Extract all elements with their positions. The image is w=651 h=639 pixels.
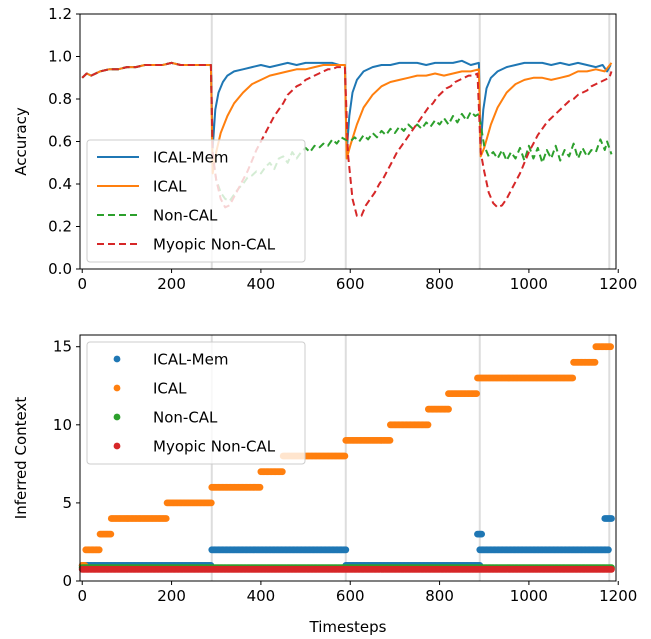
legend-box <box>86 139 306 263</box>
series-points-myopic-non-cal <box>78 565 615 573</box>
data-point <box>386 437 394 444</box>
accuracy-legend: ICAL-Mem ICAL Non-CAL Myopic Non-CAL <box>86 139 306 263</box>
data-point <box>608 515 615 522</box>
data-point <box>95 546 103 554</box>
data-point <box>207 499 215 507</box>
data-point <box>478 530 485 538</box>
y-tick-label: 0.4 <box>48 175 72 193</box>
x-tick-label: 1200 <box>599 275 637 293</box>
legend-swatch-non-cal <box>113 413 121 421</box>
context-series-layer <box>78 343 615 573</box>
x-tick-label: 200 <box>157 275 186 293</box>
legend-swatch-ical-mem <box>113 355 121 363</box>
y-tick-label: 10 <box>53 416 72 434</box>
context-panel: 0 200 400 600 800 1000 1200 0 5 10 15 Inferred Co… <box>12 334 637 636</box>
legend-label-ical-mem: ICAL-Mem <box>153 149 228 167</box>
series-points-ical-mem <box>78 515 615 569</box>
x-tick-label: 1000 <box>510 587 548 605</box>
accuracy-panel: 0 200 400 600 800 1000 1200 0.0 0.2 0.4 0.6 0.8 1.0… <box>12 5 637 293</box>
x-tick-label: 1200 <box>599 587 637 605</box>
accuracy-y-axis-label: Accuracy <box>12 107 30 176</box>
data-point <box>107 530 115 538</box>
x-tick-label: 800 <box>425 587 454 605</box>
y-tick-label: 1.0 <box>48 48 72 66</box>
y-tick-label: 0.0 <box>48 260 72 278</box>
context-y-axis-label: Inferred Context <box>12 397 30 520</box>
x-tick-label: 400 <box>247 275 276 293</box>
x-tick-label: 400 <box>247 587 276 605</box>
data-point <box>278 468 286 476</box>
data-point <box>341 452 349 460</box>
legend-label-non-cal: Non-CAL <box>153 207 218 225</box>
context-axes-frame <box>79 334 617 582</box>
y-tick-label: 0 <box>62 572 72 590</box>
y-tick-label: 5 <box>62 494 72 512</box>
data-point <box>591 358 599 366</box>
x-tick-label: 0 <box>77 275 87 293</box>
legend-swatch-myopic-non-cal <box>113 442 121 450</box>
data-point <box>607 343 614 351</box>
accuracy-x-ticks: 0 200 400 600 800 1000 1200 <box>77 269 637 293</box>
x-tick-label: 800 <box>425 275 454 293</box>
legend-label-ical: ICAL <box>153 178 187 196</box>
legend-label-myopic-non-cal: Myopic Non-CAL <box>153 438 276 456</box>
data-point <box>424 421 432 429</box>
series-line-ical <box>81 61 613 175</box>
context-legend: ICAL-Mem ICAL Non-CAL Myopic Non-CAL <box>86 341 306 465</box>
legend-label-ical: ICAL <box>153 380 187 398</box>
data-point <box>445 405 452 413</box>
series-points-ical <box>78 343 614 569</box>
x-tick-label: 0 <box>77 587 87 605</box>
y-tick-label: 0.2 <box>48 218 72 236</box>
data-point <box>256 483 264 491</box>
x-tick-label: 600 <box>336 587 365 605</box>
legend-swatch-ical <box>113 384 121 392</box>
legend-label-non-cal: Non-CAL <box>153 409 218 427</box>
legend-box <box>86 341 306 465</box>
legend-label-myopic-non-cal: Myopic Non-CAL <box>153 236 276 254</box>
data-point <box>605 546 612 554</box>
data-point <box>473 390 480 397</box>
y-tick-label: 0.6 <box>48 133 72 151</box>
x-tick-label: 200 <box>157 587 186 605</box>
data-point <box>342 546 350 554</box>
context-x-axis-label: Timesteps <box>309 618 387 636</box>
y-tick-label: 15 <box>53 338 72 356</box>
y-tick-label: 0.8 <box>48 90 72 108</box>
y-tick-label: 1.2 <box>48 5 72 23</box>
x-tick-label: 600 <box>336 275 365 293</box>
data-point <box>162 515 170 522</box>
legend-label-ical-mem: ICAL-Mem <box>153 351 228 369</box>
context-x-ticks: 0 200 400 600 800 1000 1200 <box>77 581 637 605</box>
data-point <box>608 565 615 573</box>
context-y-ticks: 0 5 10 15 <box>53 338 80 590</box>
accuracy-y-ticks: 0.0 0.2 0.4 0.6 0.8 1.0 1.2 <box>48 5 80 278</box>
x-tick-label: 1000 <box>510 275 548 293</box>
data-point <box>569 374 577 382</box>
